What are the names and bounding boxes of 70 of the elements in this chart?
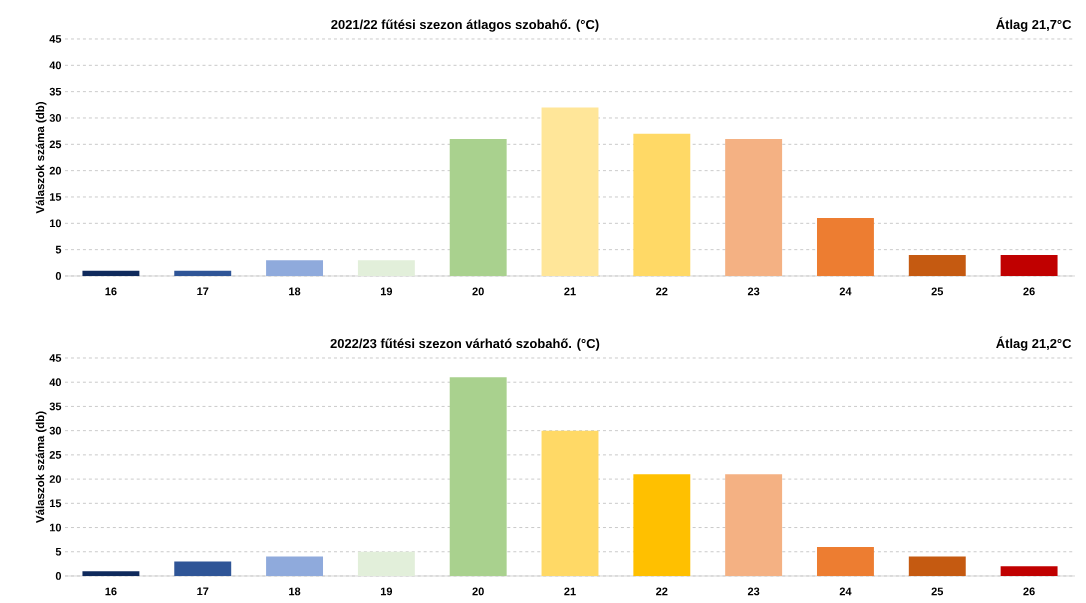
bar (449, 377, 507, 576)
x-tick-label: 21 (564, 587, 576, 596)
y-tick-label: 10 (49, 219, 62, 228)
bar (725, 474, 783, 576)
x-tick-label: 20 (472, 287, 484, 296)
bar (1000, 254, 1058, 276)
x-tick-label: 21 (564, 287, 576, 296)
x-tick-label: 16 (105, 287, 117, 296)
x-tick-label: 17 (197, 287, 209, 296)
bar (266, 556, 324, 576)
bar (174, 561, 232, 576)
x-tick-label: 20 (472, 587, 484, 596)
y-tick-label: 25 (49, 451, 62, 459)
bar (908, 254, 966, 276)
bar (449, 139, 507, 276)
bar (633, 133, 691, 276)
y-axis-title: Válaszok száma (db) (35, 102, 47, 214)
y-tick-label: 15 (49, 193, 62, 201)
x-tick-label: 18 (289, 587, 301, 596)
bar (541, 107, 599, 276)
bar (541, 430, 599, 576)
bar (908, 556, 966, 576)
y-tick-label: 0 (55, 272, 62, 280)
y-axis-title: Válaszok száma (db) (35, 411, 47, 523)
y-tick-label: 35 (49, 402, 62, 411)
x-tick-label: 16 (105, 587, 117, 596)
bar (174, 270, 232, 276)
text: Átlag 21,2°C (996, 336, 1072, 351)
bar (1000, 566, 1058, 576)
bar (266, 260, 324, 276)
x-tick-label: 17 (197, 587, 209, 596)
x-tick-label: 26 (1023, 287, 1035, 296)
bar (82, 571, 140, 576)
x-tick-label: 23 (747, 287, 760, 296)
bar (725, 139, 783, 276)
y-tick-label: 10 (49, 523, 62, 532)
bar (357, 260, 415, 276)
bar (357, 551, 415, 576)
x-tick-label: 19 (380, 587, 393, 596)
x-tick-label: 24 (839, 587, 852, 596)
y-tick-label: 5 (55, 547, 62, 556)
x-tick-label: 26 (1023, 587, 1035, 596)
bar (633, 474, 691, 576)
y-tick-label: 25 (49, 140, 62, 149)
y-tick-label: 20 (49, 166, 62, 175)
y-tick-label: 20 (49, 475, 62, 483)
chart-title: 2022/23 fűtési szezon várható szobahő. (°C) (330, 338, 600, 351)
bar (82, 270, 140, 276)
x-tick-label: 23 (747, 587, 760, 596)
bar (816, 546, 874, 576)
bar (816, 218, 874, 276)
x-tick-label: 24 (839, 287, 852, 296)
y-tick-label: 35 (49, 87, 62, 96)
x-tick-label: 25 (931, 587, 944, 596)
x-tick-label: 22 (656, 287, 668, 296)
x-tick-label: 19 (380, 287, 393, 296)
y-tick-label: 5 (55, 245, 62, 254)
x-tick-label: 25 (931, 287, 944, 296)
y-tick-label: 30 (49, 114, 62, 122)
y-tick-label: 30 (49, 426, 62, 435)
y-tick-label: 45 (49, 354, 62, 362)
y-tick-label: 40 (49, 378, 62, 387)
text: Átlag 21,7°C (996, 17, 1072, 32)
y-tick-label: 15 (49, 499, 62, 508)
x-tick-label: 22 (656, 587, 668, 596)
x-tick-label: 18 (289, 287, 301, 296)
chart-title: 2021/22 fűtési szezon átlagos szobahő. (°C) (331, 19, 599, 32)
y-tick-label: 0 (55, 572, 62, 580)
y-tick-label: 40 (49, 61, 62, 70)
y-tick-label: 45 (49, 35, 62, 43)
